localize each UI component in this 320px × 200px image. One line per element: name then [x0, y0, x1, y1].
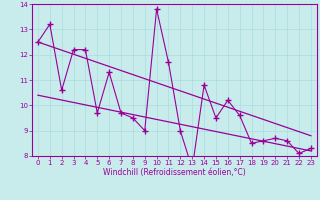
X-axis label: Windchill (Refroidissement éolien,°C): Windchill (Refroidissement éolien,°C)	[103, 168, 246, 177]
